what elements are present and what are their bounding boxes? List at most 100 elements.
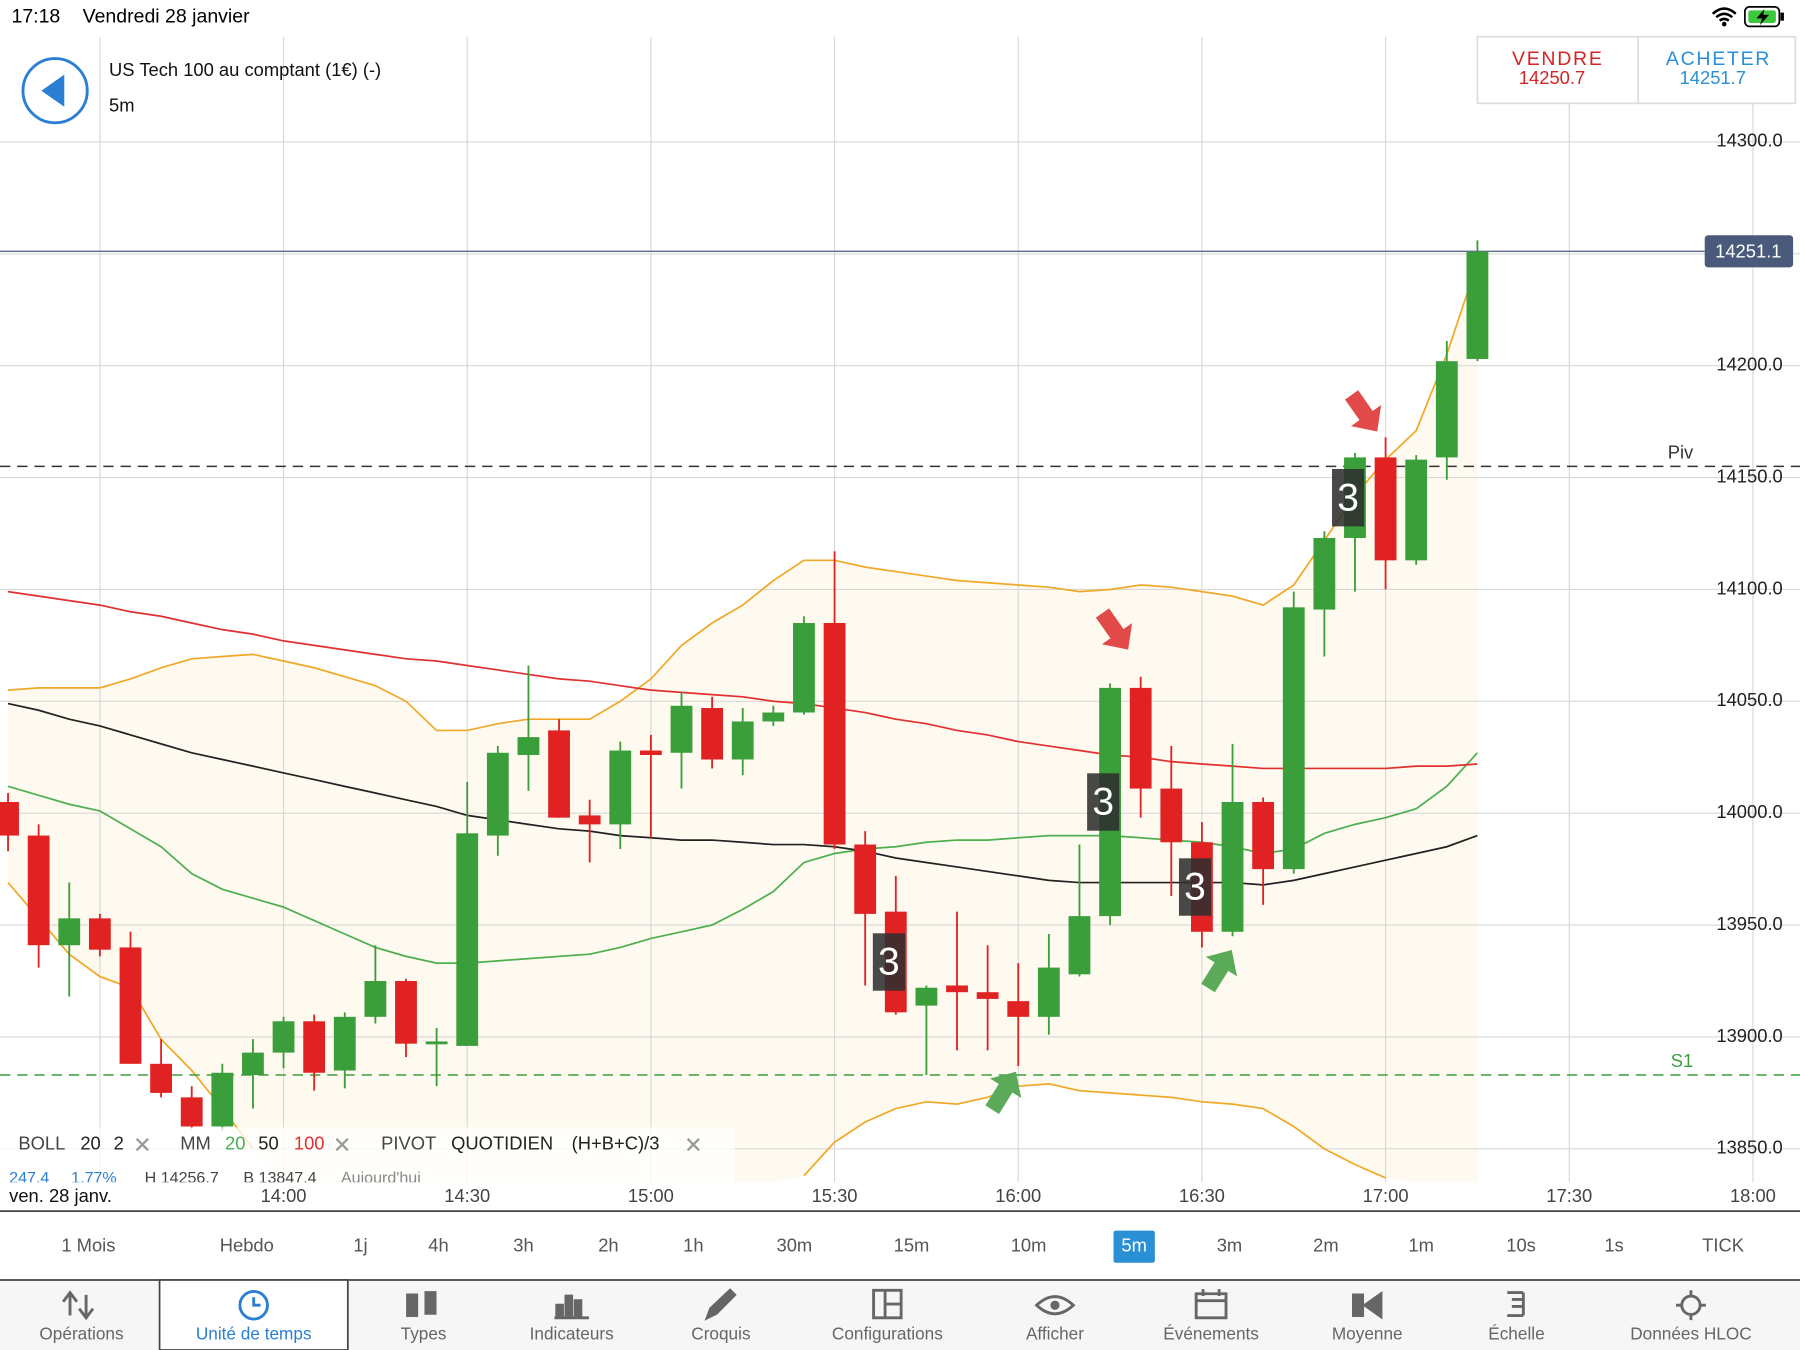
battery-bolt: [1756, 9, 1770, 26]
status-bar-bg: [0, 0, 1800, 35]
tab-icon: [1680, 1294, 1702, 1316]
tab-icon: [872, 1288, 903, 1320]
y-tick-label: 14300.0: [1716, 130, 1782, 151]
candle-body: [701, 708, 724, 760]
timeframe-option[interactable]: 1s: [1604, 1235, 1623, 1256]
tab-label[interactable]: Configurations: [832, 1324, 943, 1344]
x-tick-label: 18:00: [1730, 1185, 1776, 1206]
candle-body: [946, 985, 968, 993]
candle-body: [211, 1072, 234, 1127]
instrument-name: US Tech 100 au comptant (1€) (-): [109, 59, 381, 80]
tab-label[interactable]: Moyenne: [1332, 1324, 1403, 1344]
tab-label[interactable]: Événements: [1163, 1324, 1259, 1344]
tab-label[interactable]: Données HLOC: [1630, 1324, 1751, 1344]
tab-icon: [1507, 1291, 1525, 1317]
candle-body: [854, 844, 877, 914]
timeframe-option[interactable]: 3m: [1217, 1235, 1243, 1256]
timeframe-option[interactable]: 5m: [1121, 1235, 1147, 1256]
candle-body: [793, 622, 815, 713]
timeframe-option[interactable]: 10s: [1506, 1235, 1536, 1256]
signal-box: [1087, 773, 1120, 831]
y-tick-label: 14150.0: [1716, 465, 1782, 486]
legend-remove[interactable]: [335, 1137, 349, 1152]
candle-body: [1405, 459, 1428, 561]
tab-icon: [1676, 1290, 1706, 1321]
candle-body: [1466, 251, 1489, 359]
candle-body: [242, 1052, 264, 1075]
timeframe-option[interactable]: 1h: [683, 1235, 703, 1256]
pivot-label: S1: [1671, 1050, 1693, 1071]
candle-body: [1007, 1001, 1030, 1017]
candle-body: [548, 730, 570, 818]
tab-label[interactable]: Opérations: [39, 1324, 123, 1344]
candle-body: [58, 918, 81, 946]
tab-label[interactable]: Croquis: [691, 1324, 750, 1344]
legend-text: 2: [114, 1132, 124, 1153]
date-label: ven. 28 janv.: [9, 1185, 112, 1206]
candle-body: [1221, 802, 1244, 932]
timeframe-option[interactable]: 2m: [1313, 1235, 1339, 1256]
tab-label[interactable]: Types: [401, 1324, 447, 1344]
candle-body: [456, 833, 479, 1046]
tab-label[interactable]: Unité de temps: [196, 1324, 312, 1344]
legend-remove[interactable]: [135, 1137, 149, 1152]
candle-body: [364, 981, 387, 1017]
timeframe-option[interactable]: 30m: [777, 1235, 813, 1256]
signal-label: 3: [1184, 866, 1206, 909]
sell-price[interactable]: 14250.7: [1519, 67, 1585, 88]
candle-body: [119, 947, 142, 1064]
candle-body: [180, 1097, 203, 1127]
candle-body: [823, 622, 846, 845]
timeframe-option[interactable]: 2h: [598, 1235, 618, 1256]
candle-body: [1037, 967, 1060, 1017]
candle-body: [1068, 916, 1091, 975]
back-arrow[interactable]: [41, 74, 65, 107]
tab-icon: [238, 1290, 269, 1321]
timeframe-option[interactable]: 10m: [1011, 1235, 1047, 1256]
x-tick-label: 15:30: [812, 1185, 858, 1206]
timeframe-label: 5m: [109, 95, 135, 116]
legend-text: PIVOT: [381, 1132, 436, 1153]
candle-body: [395, 981, 417, 1044]
timeframe-option[interactable]: 1j: [353, 1235, 367, 1256]
timeframe-option[interactable]: 4h: [428, 1235, 448, 1256]
tab-label[interactable]: Échelle: [1488, 1324, 1544, 1344]
timeframe-option[interactable]: 1 Mois: [61, 1235, 115, 1256]
candle-body: [333, 1016, 356, 1071]
signal-arrow: [1345, 390, 1382, 432]
legend-ma: 50: [258, 1132, 278, 1153]
y-tick-label: 14000.0: [1716, 801, 1782, 822]
signal-box: [1178, 858, 1212, 916]
timeframe-option[interactable]: Hebdo: [220, 1235, 274, 1256]
tab-icon: [61, 1290, 95, 1321]
timeframe-selected-bg: [1113, 1230, 1155, 1263]
x-tick-label: 16:30: [1179, 1185, 1225, 1206]
timeframe-option[interactable]: 3h: [513, 1235, 533, 1256]
sell-label[interactable]: VENDRE: [1512, 48, 1604, 70]
candle-body: [609, 750, 632, 825]
stat-text: H 14256.7: [145, 1169, 219, 1187]
status-date: Vendredi 28 janvier: [83, 5, 250, 27]
candle-body: [976, 992, 999, 999]
tab-label[interactable]: Indicateurs: [530, 1324, 614, 1344]
candle-body: [303, 1021, 326, 1073]
battery-icon: [1744, 6, 1781, 28]
candle-body: [1282, 607, 1305, 870]
buy-price[interactable]: 14251.7: [1680, 67, 1746, 88]
signal-arrow: [1095, 608, 1133, 650]
timeframe-option[interactable]: 1m: [1408, 1235, 1434, 1256]
legend-text: BOLL: [18, 1132, 65, 1153]
tab-label[interactable]: Afficher: [1026, 1324, 1084, 1344]
signal-label: 3: [878, 941, 900, 984]
signal-label: 3: [1092, 781, 1114, 824]
signal-box: [872, 933, 905, 991]
legend-remove[interactable]: [686, 1137, 700, 1152]
timeframe-option[interactable]: 15m: [894, 1235, 930, 1256]
timeframe-option[interactable]: TICK: [1702, 1235, 1745, 1256]
candle-body: [762, 712, 785, 722]
candle-body: [150, 1063, 173, 1093]
buy-label[interactable]: ACHETER: [1666, 48, 1771, 70]
tab-icon: [1050, 1300, 1060, 1310]
signal-arrow: [1201, 950, 1238, 993]
